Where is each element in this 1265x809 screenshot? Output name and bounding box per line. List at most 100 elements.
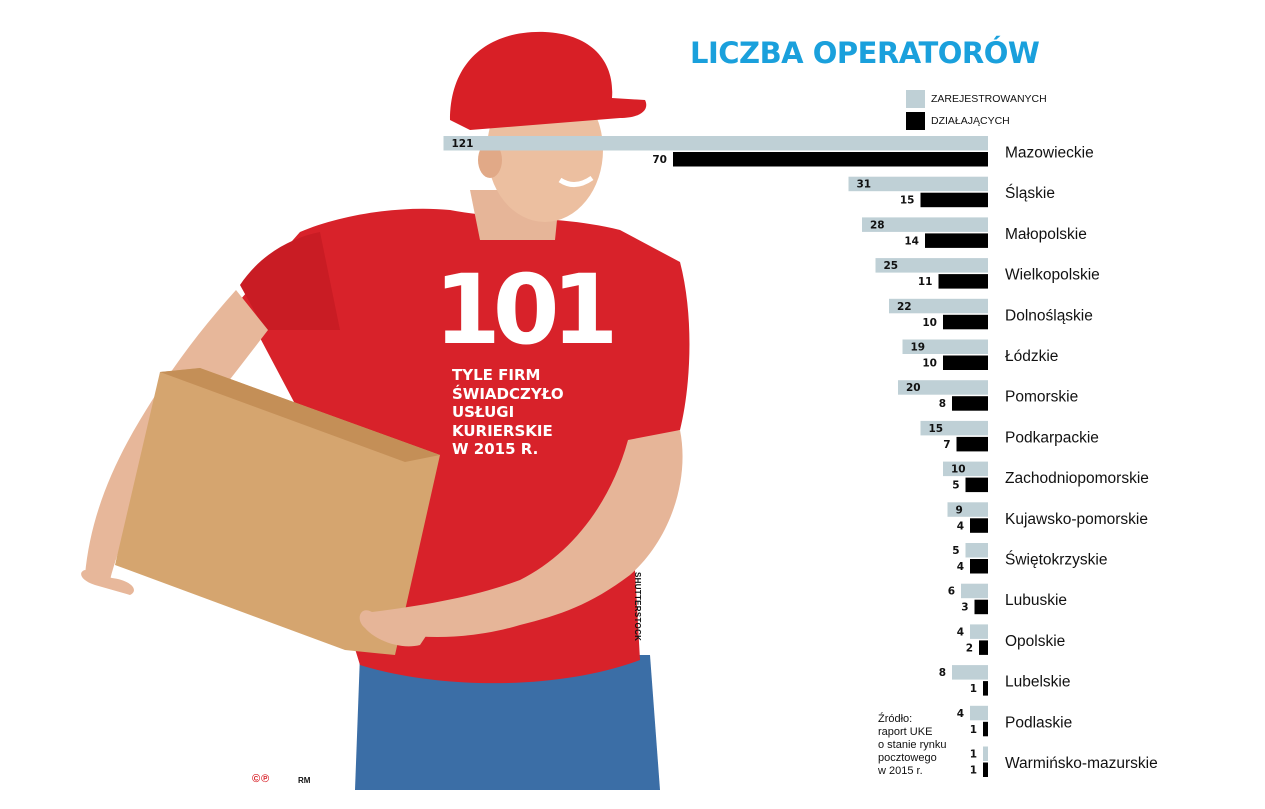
value-label-active-0: 70 (652, 154, 667, 166)
value-label-registered-10: 5 (952, 545, 959, 557)
bar-registered-1 (848, 176, 988, 192)
bar-registered-9 (947, 502, 988, 517)
value-label-registered-1: 31 (857, 179, 872, 191)
left-sleeve (240, 232, 340, 330)
region-label-11: Lubuskie (1005, 592, 1067, 609)
bar-registered-14 (970, 705, 988, 721)
legend-registered: ZAREJESTROWANYCH (906, 90, 1047, 108)
bar-registered-8 (943, 461, 988, 477)
value-label-active-4: 10 (922, 317, 937, 329)
bar-active-1 (920, 192, 988, 208)
bar-registered-13 (952, 665, 988, 680)
region-label-1: Śląskie (1005, 184, 1055, 202)
bar-active-4 (943, 314, 988, 330)
value-label-registered-15: 1 (970, 749, 977, 761)
chart-title: LICZBA OPERATORÓW (690, 36, 1040, 70)
left-hand (81, 570, 134, 595)
bar-registered-7 (920, 420, 988, 436)
value-label-active-3: 11 (918, 276, 933, 288)
source-note: Źródło: raport UKE o stanie rynku poczto… (878, 713, 947, 777)
copyright-mark: ©℗ (252, 773, 271, 785)
bar-active-7 (956, 436, 988, 452)
region-label-5: Łódzkie (1005, 348, 1058, 365)
value-label-registered-11: 6 (948, 586, 955, 598)
bar-registered-3 (875, 258, 988, 273)
value-label-registered-4: 22 (897, 301, 912, 313)
region-label-10: Świętokrzyskie (1005, 551, 1108, 569)
region-label-13: Lubelskie (1005, 674, 1071, 691)
value-label-active-14: 1 (970, 724, 977, 736)
bar-active-10 (970, 559, 988, 574)
bar-active-0 (673, 152, 988, 167)
bar-registered-15 (983, 746, 988, 761)
author-initials: RM (298, 776, 311, 785)
bar-registered-12 (970, 624, 988, 639)
legend-active: DZIAŁAJĄCYCH (906, 112, 1010, 130)
region-label-6: Pomorskie (1005, 389, 1078, 406)
region-label-9: Kujawsko-pomorskie (1005, 511, 1148, 528)
smile (558, 175, 594, 187)
jeans (355, 655, 660, 790)
value-label-active-1: 15 (900, 195, 915, 207)
value-label-active-11: 3 (961, 602, 968, 614)
value-label-registered-3: 25 (884, 260, 899, 272)
bar-active-13 (983, 681, 988, 696)
value-label-registered-0: 121 (452, 138, 474, 150)
bar-active-9 (970, 518, 988, 533)
value-label-active-9: 4 (957, 520, 964, 532)
value-label-registered-5: 19 (911, 342, 926, 354)
region-label-3: Wielkopolskie (1005, 267, 1100, 284)
ear (478, 142, 502, 178)
value-label-active-13: 1 (970, 683, 977, 695)
legend-swatch-registered (906, 90, 925, 108)
bar-active-15 (983, 762, 988, 777)
value-label-registered-12: 4 (957, 626, 964, 638)
bar-active-5 (943, 355, 988, 370)
value-label-active-12: 2 (966, 642, 973, 654)
bar-active-11 (974, 599, 988, 615)
bar-active-3 (938, 274, 988, 289)
region-label-4: Dolnośląskie (1005, 307, 1093, 324)
bar-registered-10 (965, 543, 988, 558)
region-label-0: Mazowieckie (1005, 145, 1094, 162)
red-cap (450, 31, 647, 130)
value-label-registered-7: 15 (929, 423, 944, 435)
value-label-active-15: 1 (970, 765, 977, 777)
value-label-registered-13: 8 (939, 667, 946, 679)
box-top-face (160, 368, 440, 462)
legend-swatch-active (906, 112, 925, 130)
value-label-active-5: 10 (922, 358, 937, 370)
value-label-active-7: 7 (943, 439, 950, 451)
region-label-15: Warmińsko-mazurskie (1005, 755, 1158, 772)
headline-number: 101 (434, 254, 618, 366)
bar-registered-2 (862, 217, 988, 232)
value-label-active-8: 5 (952, 480, 959, 492)
bar-active-2 (925, 233, 988, 248)
value-label-registered-2: 28 (870, 219, 885, 231)
bar-active-12 (979, 640, 988, 655)
region-label-12: Opolskie (1005, 633, 1065, 650)
bar-registered-5 (902, 339, 988, 354)
value-label-active-10: 4 (957, 561, 964, 573)
region-label-7: Podkarpackie (1005, 429, 1099, 446)
right-hand (359, 610, 430, 647)
value-label-registered-9: 9 (956, 504, 963, 516)
value-label-registered-8: 10 (951, 464, 966, 476)
value-label-active-2: 14 (904, 235, 919, 247)
bar-registered-6 (898, 380, 988, 395)
bar-active-14 (983, 721, 988, 737)
headline-caption: TYLE FIRM ŚWIADCZYŁO USŁUGI KURIERSKIE W… (452, 366, 564, 458)
bar-active-6 (952, 396, 988, 411)
right-arm (370, 430, 683, 637)
legend-label-active: DZIAŁAJĄCYCH (931, 115, 1010, 127)
bar-registered-0 (443, 136, 988, 151)
value-label-registered-6: 20 (906, 382, 921, 394)
bar-registered-4 (889, 298, 988, 314)
bar-active-8 (965, 477, 988, 493)
bar-registered-11 (961, 583, 988, 599)
value-label-active-6: 8 (939, 398, 946, 410)
region-label-8: Zachodniopomorskie (1005, 470, 1149, 487)
legend-label-registered: ZAREJESTROWANYCH (931, 93, 1047, 105)
